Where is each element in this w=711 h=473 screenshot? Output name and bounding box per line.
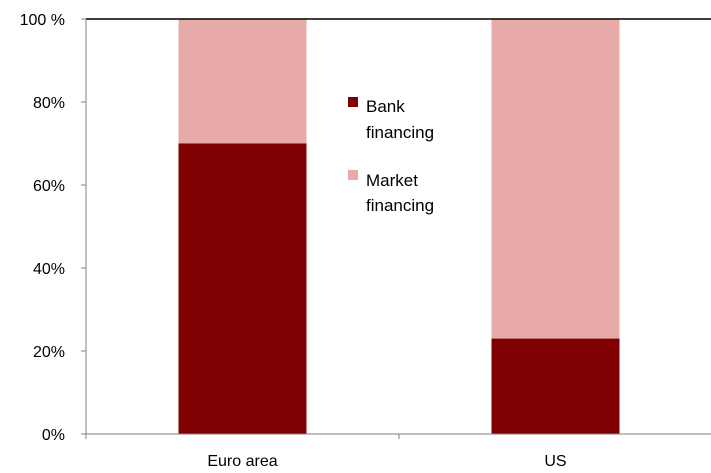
y-tick-label: 40% (33, 261, 65, 278)
legend-swatch-bank-financing (348, 97, 358, 107)
legend-label-market-financing: Market (366, 171, 418, 190)
legend-label-bank-financing-cont: financing (366, 123, 434, 142)
x-tick-label: Euro area (207, 453, 277, 468)
y-tick-label: 100 % (20, 12, 65, 29)
y-tick-label: 80% (33, 95, 65, 112)
legend-label-bank-financing: Bank (366, 97, 405, 116)
legend-label-market-financing-cont: financing (366, 196, 434, 215)
bar-us-market-financing (491, 19, 620, 339)
y-tick-label: 20% (33, 344, 65, 361)
axes-group (81, 18, 711, 439)
bar-euro-area-market-financing (178, 19, 307, 144)
y-tick-label: 0% (42, 427, 65, 444)
bar-euro-area-bank-financing (178, 143, 307, 434)
ticks-group: Euro area US 0% 20% 40% 60% 80% 100 % (20, 12, 567, 470)
legend-swatch-market-financing (348, 170, 358, 180)
x-tick-label: US (544, 453, 566, 468)
legend: Bank financing Market financing (348, 97, 434, 215)
bars-group (178, 19, 620, 434)
y-tick-label: 60% (33, 178, 65, 195)
bar-us-bank-financing (491, 338, 620, 434)
